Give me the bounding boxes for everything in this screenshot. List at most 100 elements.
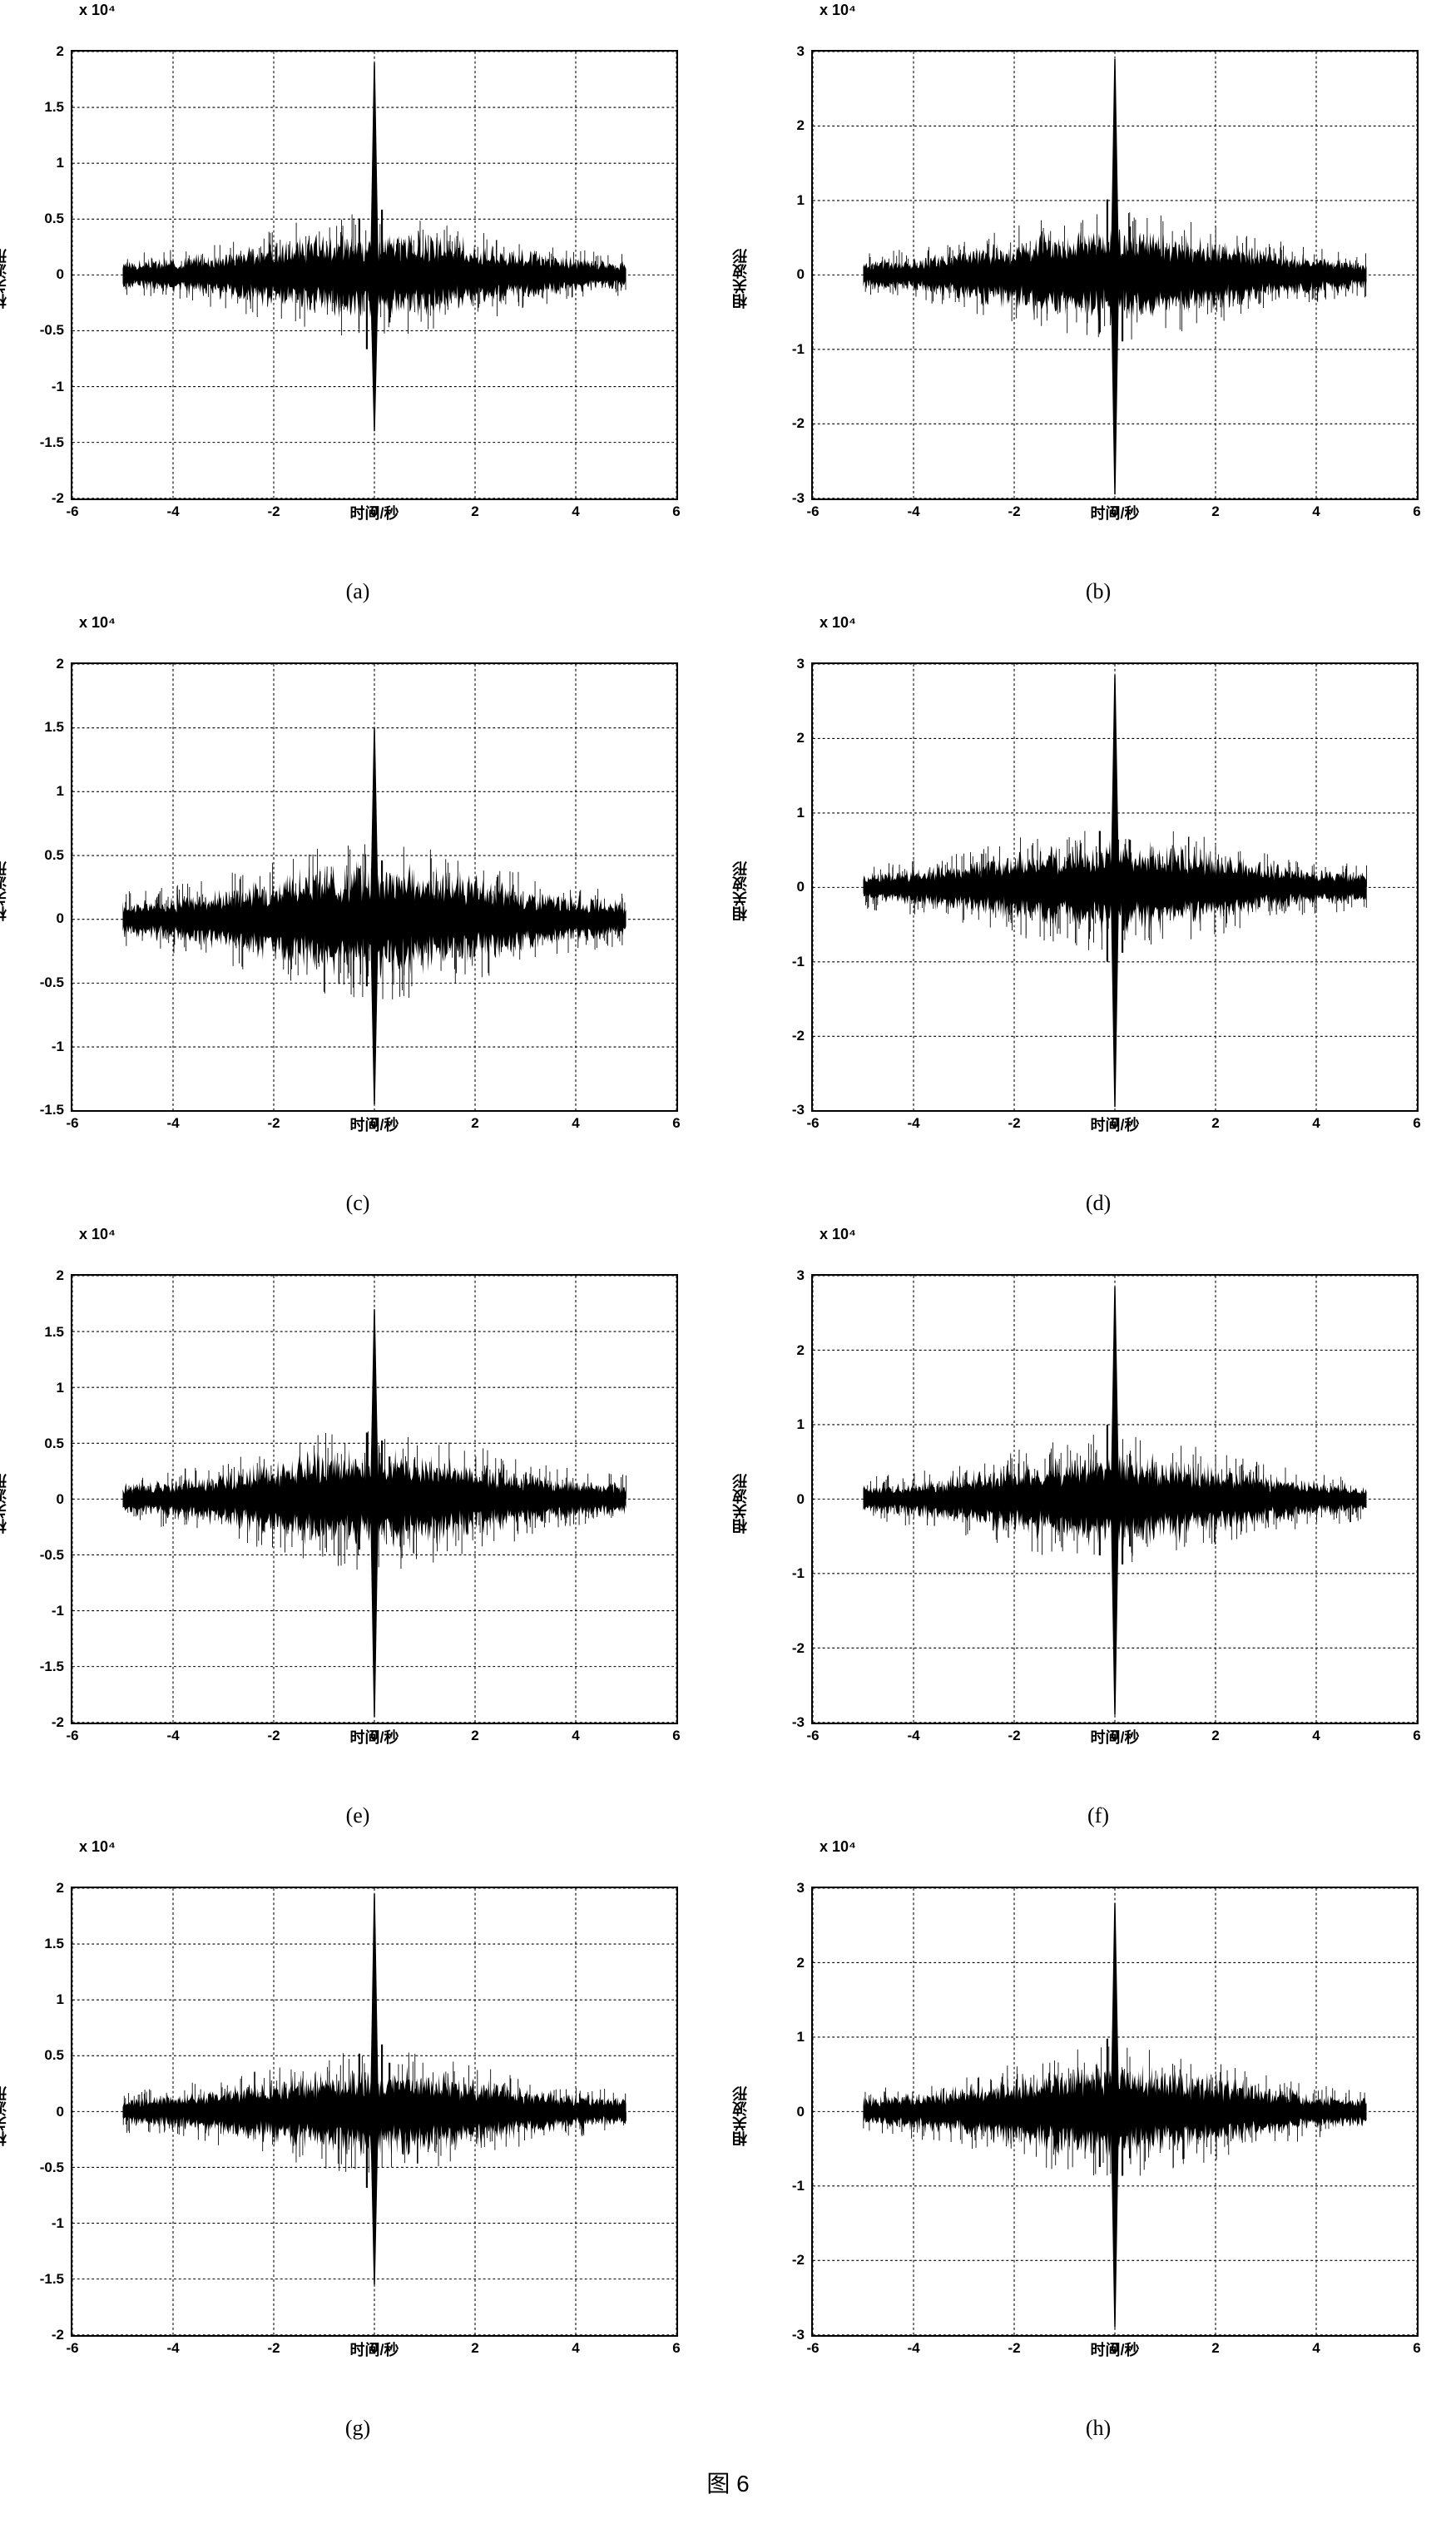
chart-area: -6-4-20246-2-1.5-1-0.500.511.52时间/秒: [71, 1274, 678, 1724]
y-tick: -3: [792, 490, 805, 507]
chart-area: -6-4-20246-2-1.5-1-0.500.511.52时间/秒: [71, 1887, 678, 2337]
x-tick: -2: [267, 1115, 280, 1132]
y-tick: 1: [57, 1380, 64, 1396]
y-tick: -2: [792, 2252, 805, 2269]
chart-area: -6-4-20246-3-2-10123时间/秒: [811, 1274, 1419, 1724]
x-tick: 4: [1312, 1728, 1320, 1744]
exponent-label: x 10⁴: [79, 614, 116, 632]
x-tick: -2: [267, 2340, 280, 2357]
x-tick: 6: [672, 2340, 680, 2357]
y-tick: -0.5: [40, 1547, 64, 1564]
y-tick: 2: [797, 1342, 805, 1359]
y-tick: 0: [797, 266, 805, 283]
y-axis-label: 相关波形: [730, 2086, 751, 2146]
exponent-label: x 10⁴: [820, 614, 856, 632]
chart-svg: [813, 1888, 1417, 2335]
x-axis-label: 时间/秒: [349, 2338, 399, 2360]
y-tick: -2: [792, 1028, 805, 1044]
x-tick: 2: [471, 2340, 478, 2357]
center-spike: [1111, 1287, 1119, 1715]
y-tick: 0.5: [44, 847, 64, 864]
exponent-label: x 10⁴: [79, 1226, 116, 1243]
center-spike: [370, 1310, 379, 1718]
x-tick: 4: [572, 1115, 579, 1132]
y-axis-label: 相关波形: [730, 249, 751, 309]
x-tick: 6: [1413, 503, 1420, 520]
y-tick: 1: [57, 1991, 64, 2008]
chart-area: -6-4-20246-2-1.5-1-0.500.511.52时间/秒: [71, 50, 678, 500]
panel-caption: (g): [345, 2416, 370, 2441]
x-axis-label: 时间/秒: [1090, 1113, 1139, 1135]
y-tick: 3: [797, 656, 805, 672]
chart-panel-a: x 10⁴相关波形-6-4-20246-2-1.5-1-0.500.511.52…: [21, 25, 695, 604]
y-tick: -1: [792, 954, 805, 970]
y-tick: 1: [797, 805, 805, 821]
x-tick: -2: [1008, 2340, 1020, 2357]
y-tick: 2: [57, 656, 64, 672]
y-tick: 0: [797, 1491, 805, 1508]
x-tick: 2: [1211, 503, 1219, 520]
y-tick: -1: [52, 1603, 64, 1619]
x-tick: 4: [1312, 2340, 1320, 2357]
chart-wrap: x 10⁴相关波形-6-4-20246-3-2-10123时间/秒: [761, 25, 1435, 533]
x-tick: -2: [1008, 1728, 1020, 1744]
x-tick: 4: [572, 2340, 579, 2357]
chart-area: -6-4-20246-3-2-10123时间/秒: [811, 50, 1419, 500]
y-tick: -3: [792, 1714, 805, 1731]
x-tick: -4: [907, 1115, 919, 1132]
exponent-label: x 10⁴: [820, 1838, 856, 1856]
y-tick: 3: [797, 1267, 805, 1284]
panel-caption: (b): [1086, 579, 1111, 604]
y-axis-label: 相关波形: [730, 861, 751, 921]
exponent-label: x 10⁴: [79, 1838, 116, 1856]
y-axis-label: 相关波形: [0, 1474, 11, 1534]
chart-panel-b: x 10⁴相关波形-6-4-20246-3-2-10123时间/秒(b): [761, 25, 1435, 604]
x-axis-label: 时间/秒: [1090, 1726, 1139, 1748]
y-tick: -2: [792, 415, 805, 432]
y-tick: -2: [52, 1714, 64, 1731]
center-spike: [370, 62, 379, 431]
x-tick: 4: [572, 503, 579, 520]
x-tick: 6: [1413, 1728, 1420, 1744]
y-tick: 1.5: [44, 719, 64, 736]
x-tick: -4: [166, 503, 179, 520]
x-tick: -6: [66, 503, 78, 520]
chart-area: -6-4-20246-3-2-10123时间/秒: [811, 1887, 1419, 2337]
x-tick: 6: [1413, 2340, 1420, 2357]
panel-caption: (d): [1086, 1191, 1111, 1216]
chart-panel-f: x 10⁴相关波形-6-4-20246-3-2-10123时间/秒(f): [761, 1249, 1435, 1828]
chart-panel-g: x 10⁴相关波形-6-4-20246-2-1.5-1-0.500.511.52…: [21, 1862, 695, 2441]
chart-panel-d: x 10⁴相关波形-6-4-20246-3-2-10123时间/秒(d): [761, 637, 1435, 1217]
x-tick: 2: [1211, 1115, 1219, 1132]
y-tick: 0: [57, 910, 64, 927]
chart-svg: [813, 52, 1417, 498]
x-tick: -4: [907, 2340, 919, 2357]
figure-label: 图 6: [17, 2466, 1439, 2499]
center-spike: [370, 727, 379, 1103]
x-tick: -4: [907, 503, 919, 520]
x-tick: -6: [66, 1115, 78, 1132]
y-tick: 1.5: [44, 1936, 64, 1952]
x-tick: -2: [267, 1728, 280, 1744]
y-tick: 0: [57, 1491, 64, 1508]
y-tick: 2: [797, 117, 805, 134]
exponent-label: x 10⁴: [820, 2, 856, 19]
y-tick: -1.5: [40, 2271, 64, 2288]
chart-wrap: x 10⁴相关波形-6-4-20246-3-2-10123时间/秒: [761, 1249, 1435, 1758]
x-tick: -6: [66, 1728, 78, 1744]
y-tick: 0: [57, 266, 64, 283]
x-tick: 6: [1413, 1115, 1420, 1132]
center-spike: [370, 1894, 379, 2285]
x-axis-label: 时间/秒: [349, 1113, 399, 1135]
y-tick: 0.5: [44, 211, 64, 227]
y-tick: 2: [797, 730, 805, 746]
y-tick: 1: [797, 192, 805, 209]
y-tick: -2: [792, 1640, 805, 1657]
y-tick: -1: [792, 2178, 805, 2194]
chart-wrap: x 10⁴相关波形-6-4-20246-2-1.5-1-0.500.511.52…: [21, 25, 695, 533]
y-axis-label: 相关波形: [0, 2086, 11, 2146]
panel-caption: (a): [346, 579, 370, 604]
x-tick: -6: [806, 1115, 819, 1132]
x-tick: 6: [672, 503, 680, 520]
chart-svg: [72, 1888, 676, 2335]
